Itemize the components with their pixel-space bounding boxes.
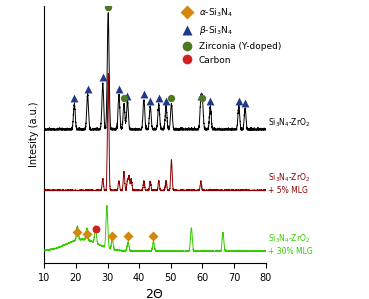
Legend: $\alpha$-Si$_3$N$_4$, $\beta$-Si$_3$N$_4$, Zirconia (Y-doped), Carbon: $\alpha$-Si$_3$N$_4$, $\beta$-Si$_3$N$_4… [177, 5, 282, 65]
Point [85, 87, 90, 91]
Y-axis label: Intesity (a.u.): Intesity (a.u.) [29, 102, 39, 167]
Point [125, 234, 131, 239]
Point [105, 5, 111, 10]
Point [236, 98, 242, 103]
Point [207, 98, 213, 103]
Point [156, 96, 162, 101]
Text: Si$_3$N$_4$-ZrO$_2$: Si$_3$N$_4$-ZrO$_2$ [268, 117, 310, 129]
Point [71, 96, 77, 101]
Point [141, 91, 147, 96]
Point [242, 100, 248, 105]
Point [121, 96, 127, 101]
Point [109, 234, 115, 239]
Point [147, 98, 153, 103]
Point [124, 94, 130, 98]
Point [116, 87, 122, 91]
Point [93, 227, 99, 232]
Point [169, 96, 175, 101]
Point [200, 96, 206, 101]
Point [100, 75, 106, 80]
Text: Si$_3$N$_4$-ZrO$_2$
+ 30% MLG: Si$_3$N$_4$-ZrO$_2$ + 30% MLG [268, 233, 313, 256]
Text: Si$_3$N$_4$-ZrO$_2$
+ 5% MLG: Si$_3$N$_4$-ZrO$_2$ + 5% MLG [268, 172, 310, 196]
Point [84, 231, 90, 236]
Point [163, 98, 169, 103]
Point [151, 234, 156, 239]
Point [75, 229, 80, 234]
X-axis label: 2$\Theta$: 2$\Theta$ [145, 289, 165, 299]
Point [198, 94, 204, 98]
